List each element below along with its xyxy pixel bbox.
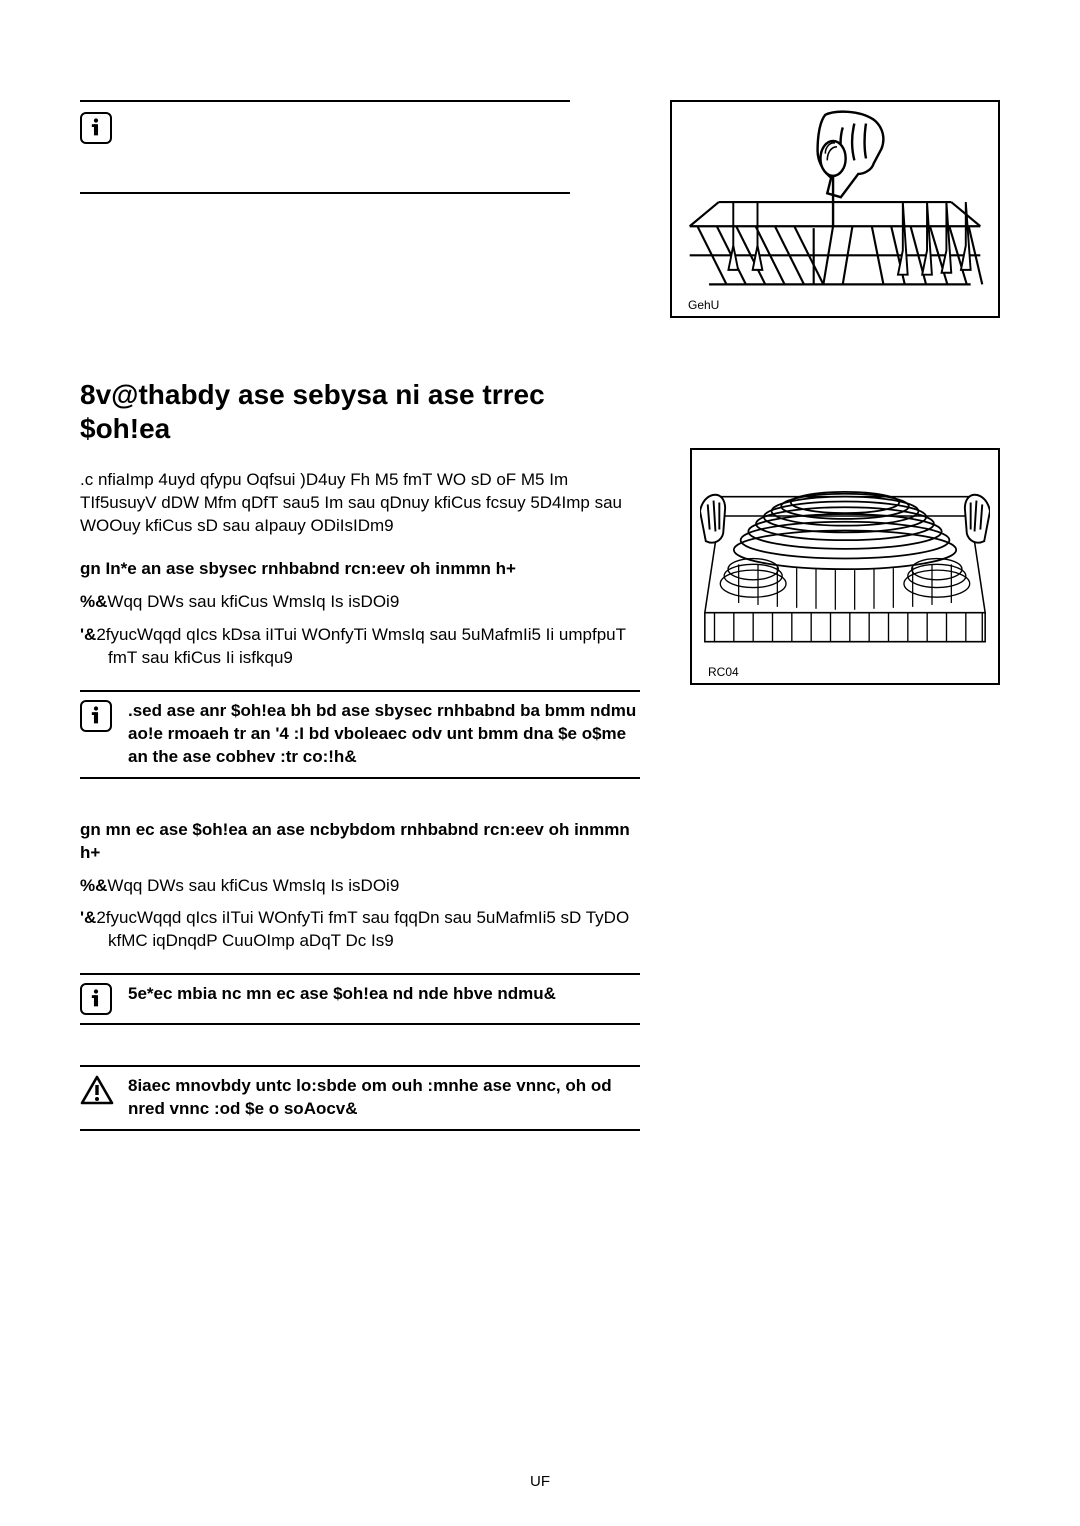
block2-item2: '&2fyucWqqd qIcs iITui WOnfyTi fmT sau f… (80, 907, 640, 953)
figure-dish-rack: RC04 (690, 448, 1000, 685)
figure-cutlery-basket: GehU (670, 100, 1000, 318)
figure-caption-top: GehU (680, 298, 990, 312)
section-text-column: 8v@thabdy ase sebysa ni ase trrec $oh!ea… (80, 378, 640, 1171)
section-intro: .c nfiaImp 4uyd qfypu Oqfsui )D4uy Fh M5… (80, 469, 640, 538)
info-callout-1: .sed ase anr $oh!ea bh bd ase sbysec rnh… (80, 690, 640, 779)
figure-caption-rack: RC04 (700, 665, 990, 679)
icon-holder (80, 983, 116, 1015)
item-number: %& (80, 876, 107, 895)
section-heading: 8v@thabdy ase sebysa ni ase trrec $oh!ea (80, 378, 640, 445)
info-icon (80, 700, 112, 732)
warning-icon (80, 1075, 114, 1105)
item-text: Wqq DWs sau kfiCus WmsIq Is isDOi9 (107, 876, 399, 895)
item-number: '& (80, 908, 96, 927)
info-icon (80, 983, 112, 1015)
top-row: GehU (80, 100, 1000, 318)
block1-item1: %&Wqq DWs sau kfiCus WmsIq Is isDOi9 (80, 591, 640, 614)
block1-subhead: gn In*e an ase sbysec rnhbabnd rcn:eev o… (80, 558, 640, 581)
icon-holder (80, 1075, 116, 1110)
item-number: %& (80, 592, 107, 611)
dish-rack-illustration (700, 458, 990, 661)
callout-text: .sed ase anr $oh!ea bh bd ase sbysec rnh… (128, 700, 640, 769)
info-callout-2: 5e*ec mbia nc mn ec ase $oh!ea nd nde hb… (80, 973, 640, 1025)
cutlery-illustration (680, 110, 990, 294)
top-info-rule (80, 100, 570, 194)
warning-text: 8iaec mnovbdy untc lo:sbde om ouh :mnhe … (128, 1075, 640, 1121)
block1-item2: '&2fyucWqqd qIcs kDsa iITui WOnfyTi WmsI… (80, 624, 640, 670)
main-section: 8v@thabdy ase sebysa ni ase trrec $oh!ea… (80, 378, 1000, 1171)
block2-item1: %&Wqq DWs sau kfiCus WmsIq Is isDOi9 (80, 875, 640, 898)
item-text: 2fyucWqqd qIcs iITui WOnfyTi fmT sau fqq… (96, 908, 629, 950)
info-icon (80, 112, 112, 144)
block2-subhead: gn mn ec ase $oh!ea an ase ncbybdom rnhb… (80, 819, 640, 865)
page-number: UF (530, 1473, 550, 1490)
item-text: Wqq DWs sau kfiCus WmsIq Is isDOi9 (107, 592, 399, 611)
top-info-box (80, 100, 570, 194)
item-number: '& (80, 625, 96, 644)
warning-callout: 8iaec mnovbdy untc lo:sbde om ouh :mnhe … (80, 1065, 640, 1131)
icon-holder (80, 700, 116, 732)
callout-text: 5e*ec mbia nc mn ec ase $oh!ea nd nde hb… (128, 983, 556, 1006)
item-text: 2fyucWqqd qIcs kDsa iITui WOnfyTi WmsIq … (96, 625, 625, 667)
